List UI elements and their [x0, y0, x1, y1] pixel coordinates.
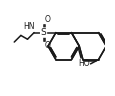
Text: HN: HN — [23, 22, 34, 31]
Text: O: O — [44, 41, 50, 50]
Text: HO: HO — [78, 59, 89, 68]
Text: S: S — [40, 28, 46, 37]
Text: O: O — [44, 15, 50, 24]
